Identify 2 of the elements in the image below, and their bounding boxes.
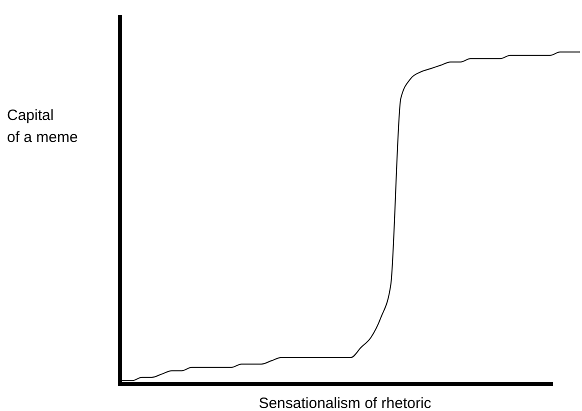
x-axis-title: Sensationalism of rhetoric <box>258 395 432 411</box>
y-axis-title: Capital of a meme <box>7 107 78 146</box>
